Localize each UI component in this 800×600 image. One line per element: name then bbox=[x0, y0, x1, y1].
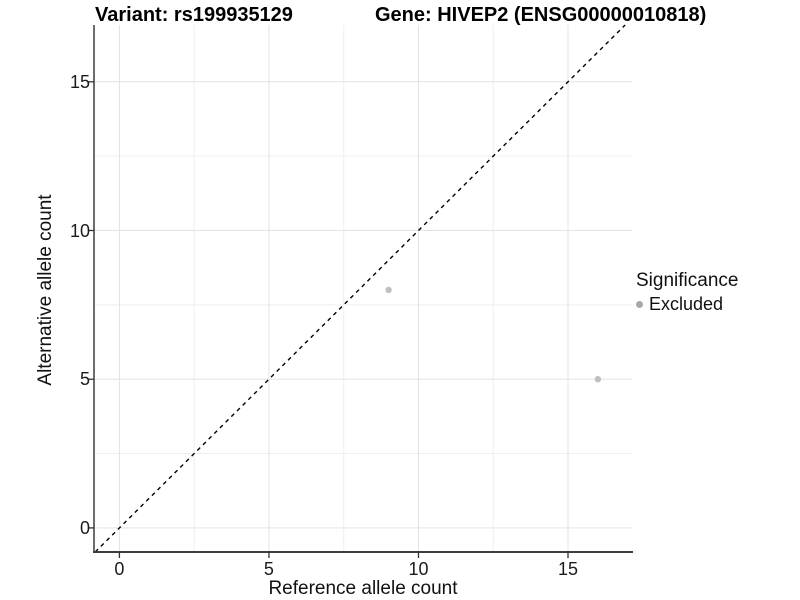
y-axis-tick-label: 15 bbox=[69, 71, 90, 92]
legend-item-excluded: Excluded bbox=[636, 294, 738, 315]
plot-title-gene: Gene: HIVEP2 (ENSG00000010818) bbox=[375, 4, 707, 26]
data-point bbox=[594, 376, 602, 383]
identity-line bbox=[94, 24, 626, 553]
plot-title-variant: Variant: rs199935129 bbox=[95, 4, 293, 26]
x-axis-tick-label: 5 bbox=[263, 559, 274, 579]
y-axis-title: Alternative allele count bbox=[35, 194, 56, 386]
x-axis-tick-label: 10 bbox=[408, 559, 429, 579]
y-axis-tick-label: 10 bbox=[69, 220, 90, 241]
data-point bbox=[385, 286, 392, 294]
x-axis-title: Reference allele count bbox=[268, 578, 458, 599]
y-axis-tick-label: 0 bbox=[79, 517, 90, 538]
legend-point-icon bbox=[636, 301, 643, 308]
legend-item-label: Excluded bbox=[649, 294, 724, 314]
legend: Significance Excluded bbox=[636, 270, 738, 315]
x-axis-tick-label: 15 bbox=[557, 559, 579, 579]
y-axis-tick-label: 5 bbox=[79, 369, 90, 390]
x-axis-tick-label: 0 bbox=[114, 559, 125, 579]
legend-title: Significance bbox=[636, 270, 739, 291]
